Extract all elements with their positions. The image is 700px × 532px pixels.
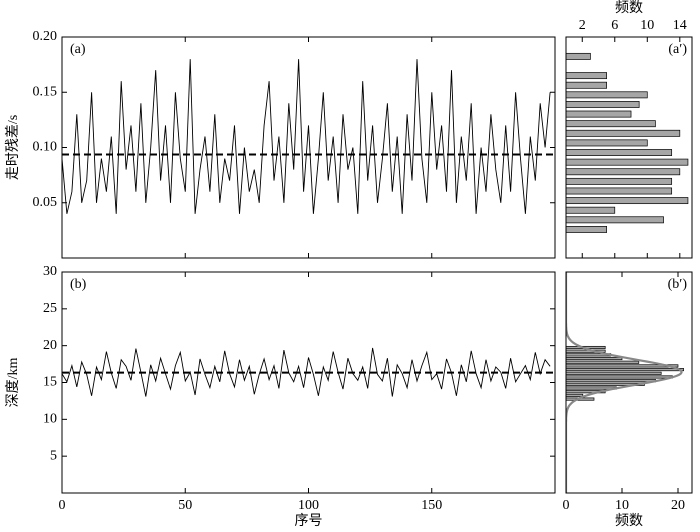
- bar: [565, 360, 640, 364]
- panel-label: (a′): [668, 42, 687, 57]
- bar: [565, 216, 664, 224]
- bar: [565, 52, 591, 60]
- bar: [565, 81, 607, 89]
- bar: [565, 375, 673, 379]
- bar: [565, 72, 607, 80]
- bar: [565, 177, 673, 185]
- x-tick-label: 0: [563, 498, 570, 513]
- bar: [565, 226, 607, 233]
- bar: [565, 371, 662, 375]
- x-tick-label: 150: [421, 498, 442, 513]
- x-tick-label: 6: [611, 18, 618, 33]
- fit-curve: [566, 272, 683, 493]
- plot-frame: [565, 271, 693, 494]
- bar: [565, 129, 681, 137]
- plot-frame: [565, 36, 693, 259]
- y-tick-label: 0.15: [33, 84, 58, 99]
- bar: [565, 357, 623, 361]
- x-axis-label: 频数: [615, 0, 643, 16]
- x-tick-label: 10: [640, 18, 654, 33]
- bar: [565, 379, 656, 383]
- y-tick-label: 15: [43, 375, 57, 390]
- bar: [565, 168, 681, 176]
- bar: [565, 101, 640, 108]
- x-tick-label: 2: [579, 18, 586, 33]
- bar: [565, 158, 689, 166]
- y-tick-label: 20: [43, 338, 57, 353]
- bar: [565, 368, 684, 372]
- plot-frame: [61, 36, 556, 259]
- y-tick-label: 25: [43, 301, 57, 316]
- panel-label: (a): [70, 42, 86, 57]
- x-tick-label: 50: [178, 498, 192, 513]
- bar: [565, 197, 689, 205]
- y-tick-label: 30: [43, 264, 57, 279]
- y-tick-label: 0.20: [33, 29, 58, 44]
- bar: [565, 91, 648, 99]
- bar: [565, 139, 648, 147]
- bar: [565, 149, 673, 156]
- y-axis-label: 深度/km: [5, 358, 21, 408]
- bar: [565, 206, 616, 214]
- y-tick-label: 0.10: [33, 140, 58, 155]
- panel-label: (b′): [668, 277, 688, 292]
- x-tick-label: 20: [671, 498, 685, 513]
- y-axis-label: 走时残差/s: [5, 115, 21, 180]
- series-line: [62, 59, 551, 214]
- x-axis-label: 序号: [295, 513, 323, 529]
- x-axis-label: 频数: [615, 513, 643, 529]
- y-tick-label: 5: [50, 448, 57, 463]
- y-tick-label: 10: [43, 412, 57, 427]
- x-tick-label: 14: [673, 18, 687, 33]
- bar: [565, 120, 656, 128]
- bar: [565, 110, 632, 118]
- x-tick-label: 10: [615, 498, 629, 513]
- bar: [565, 187, 673, 195]
- plot-frame: [61, 271, 556, 494]
- panel-label: (b): [70, 277, 87, 292]
- bar: [565, 393, 584, 397]
- x-tick-label: 0: [59, 498, 66, 513]
- x-tick-label: 100: [298, 498, 319, 513]
- y-tick-label: 0.05: [33, 195, 58, 210]
